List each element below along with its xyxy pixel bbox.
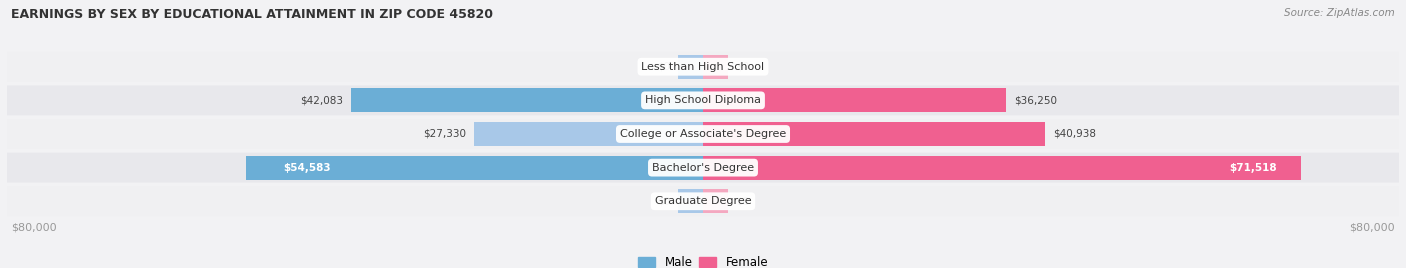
Text: $0: $0 (657, 62, 669, 72)
FancyBboxPatch shape (7, 52, 1399, 82)
FancyBboxPatch shape (7, 153, 1399, 183)
Text: Less than High School: Less than High School (641, 62, 765, 72)
Text: $54,583: $54,583 (283, 163, 330, 173)
Bar (352, 88, 703, 113)
Bar (703, 122, 1046, 146)
Bar (474, 122, 703, 146)
Text: EARNINGS BY SEX BY EDUCATIONAL ATTAINMENT IN ZIP CODE 45820: EARNINGS BY SEX BY EDUCATIONAL ATTAINMEN… (11, 8, 494, 21)
FancyBboxPatch shape (7, 119, 1399, 149)
Text: $27,330: $27,330 (423, 129, 467, 139)
Text: $0: $0 (737, 196, 749, 206)
Bar (703, 189, 728, 213)
Text: Graduate Degree: Graduate Degree (655, 196, 751, 206)
Text: College or Associate's Degree: College or Associate's Degree (620, 129, 786, 139)
FancyBboxPatch shape (7, 186, 1399, 216)
Text: High School Diploma: High School Diploma (645, 95, 761, 105)
Text: $0: $0 (657, 196, 669, 206)
FancyBboxPatch shape (7, 85, 1399, 115)
Bar (703, 88, 1007, 113)
Text: $0: $0 (737, 62, 749, 72)
Bar (678, 55, 703, 79)
Bar (678, 189, 703, 213)
Text: Source: ZipAtlas.com: Source: ZipAtlas.com (1284, 8, 1395, 18)
Text: $36,250: $36,250 (1014, 95, 1057, 105)
Text: $71,518: $71,518 (1230, 163, 1277, 173)
Bar (246, 155, 703, 180)
Text: $42,083: $42,083 (299, 95, 343, 105)
Bar (703, 55, 728, 79)
Legend: Male, Female: Male, Female (633, 251, 773, 268)
Text: Bachelor's Degree: Bachelor's Degree (652, 163, 754, 173)
Bar (703, 155, 1301, 180)
Text: $40,938: $40,938 (1053, 129, 1097, 139)
